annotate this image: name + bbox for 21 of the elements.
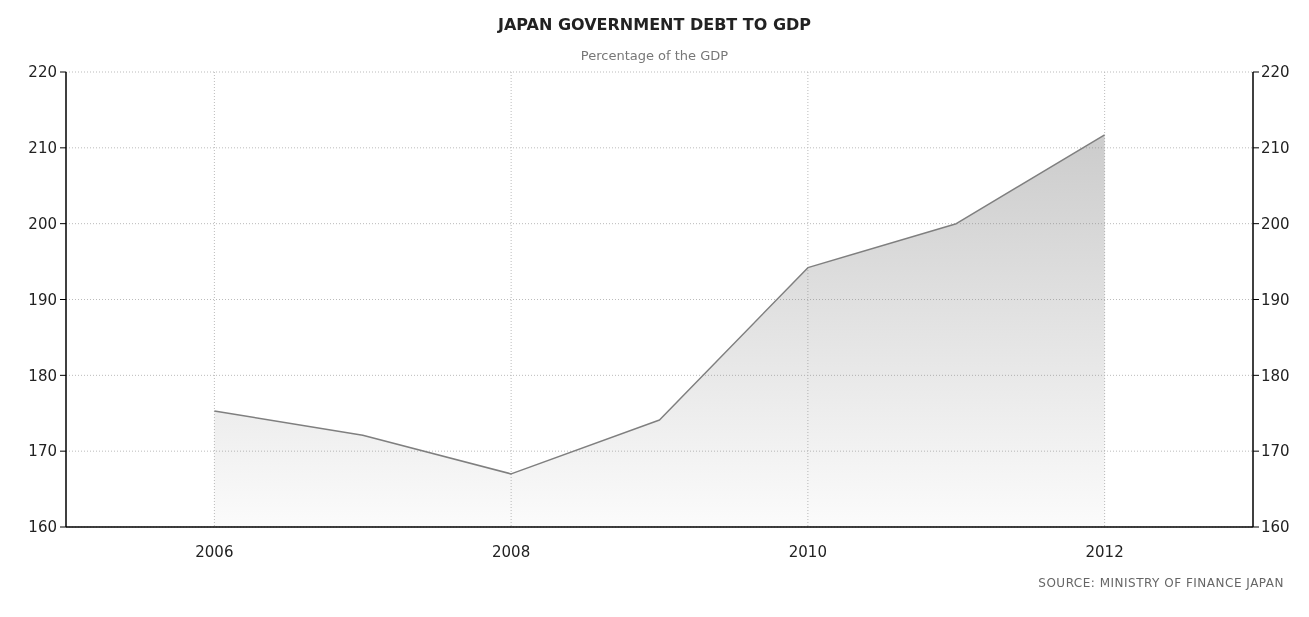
y2-tick-label: 220: [1261, 63, 1290, 82]
y-tick-label: 190: [28, 290, 57, 309]
chart-title: JAPAN GOVERNMENT DEBT TO GDP: [496, 15, 812, 34]
y2-tick-label: 160: [1261, 518, 1290, 537]
chart-subtitle: Percentage of the GDP: [580, 48, 729, 63]
y2-tick-label: 200: [1261, 214, 1290, 233]
x-tick-label: 2008: [492, 543, 531, 561]
y-tick-label: 220: [28, 63, 57, 82]
y-tick-label: 160: [28, 518, 57, 537]
y2-tick-label: 190: [1261, 290, 1290, 309]
x-tick-label: 2006: [195, 543, 234, 561]
y-tick-label: 180: [28, 366, 57, 385]
x-tick-label: 2010: [788, 543, 827, 561]
y2-tick-label: 180: [1261, 366, 1290, 385]
y2-tick-label: 170: [1261, 442, 1290, 461]
y-tick-label: 210: [28, 139, 57, 158]
y-tick-label: 200: [28, 214, 57, 233]
source-note: SOURCE: MINISTRY OF FINANCE JAPAN: [1038, 576, 1284, 590]
y2-tick-label: 210: [1261, 139, 1290, 158]
y-tick-label: 170: [28, 442, 57, 461]
x-tick-label: 2012: [1085, 543, 1124, 561]
